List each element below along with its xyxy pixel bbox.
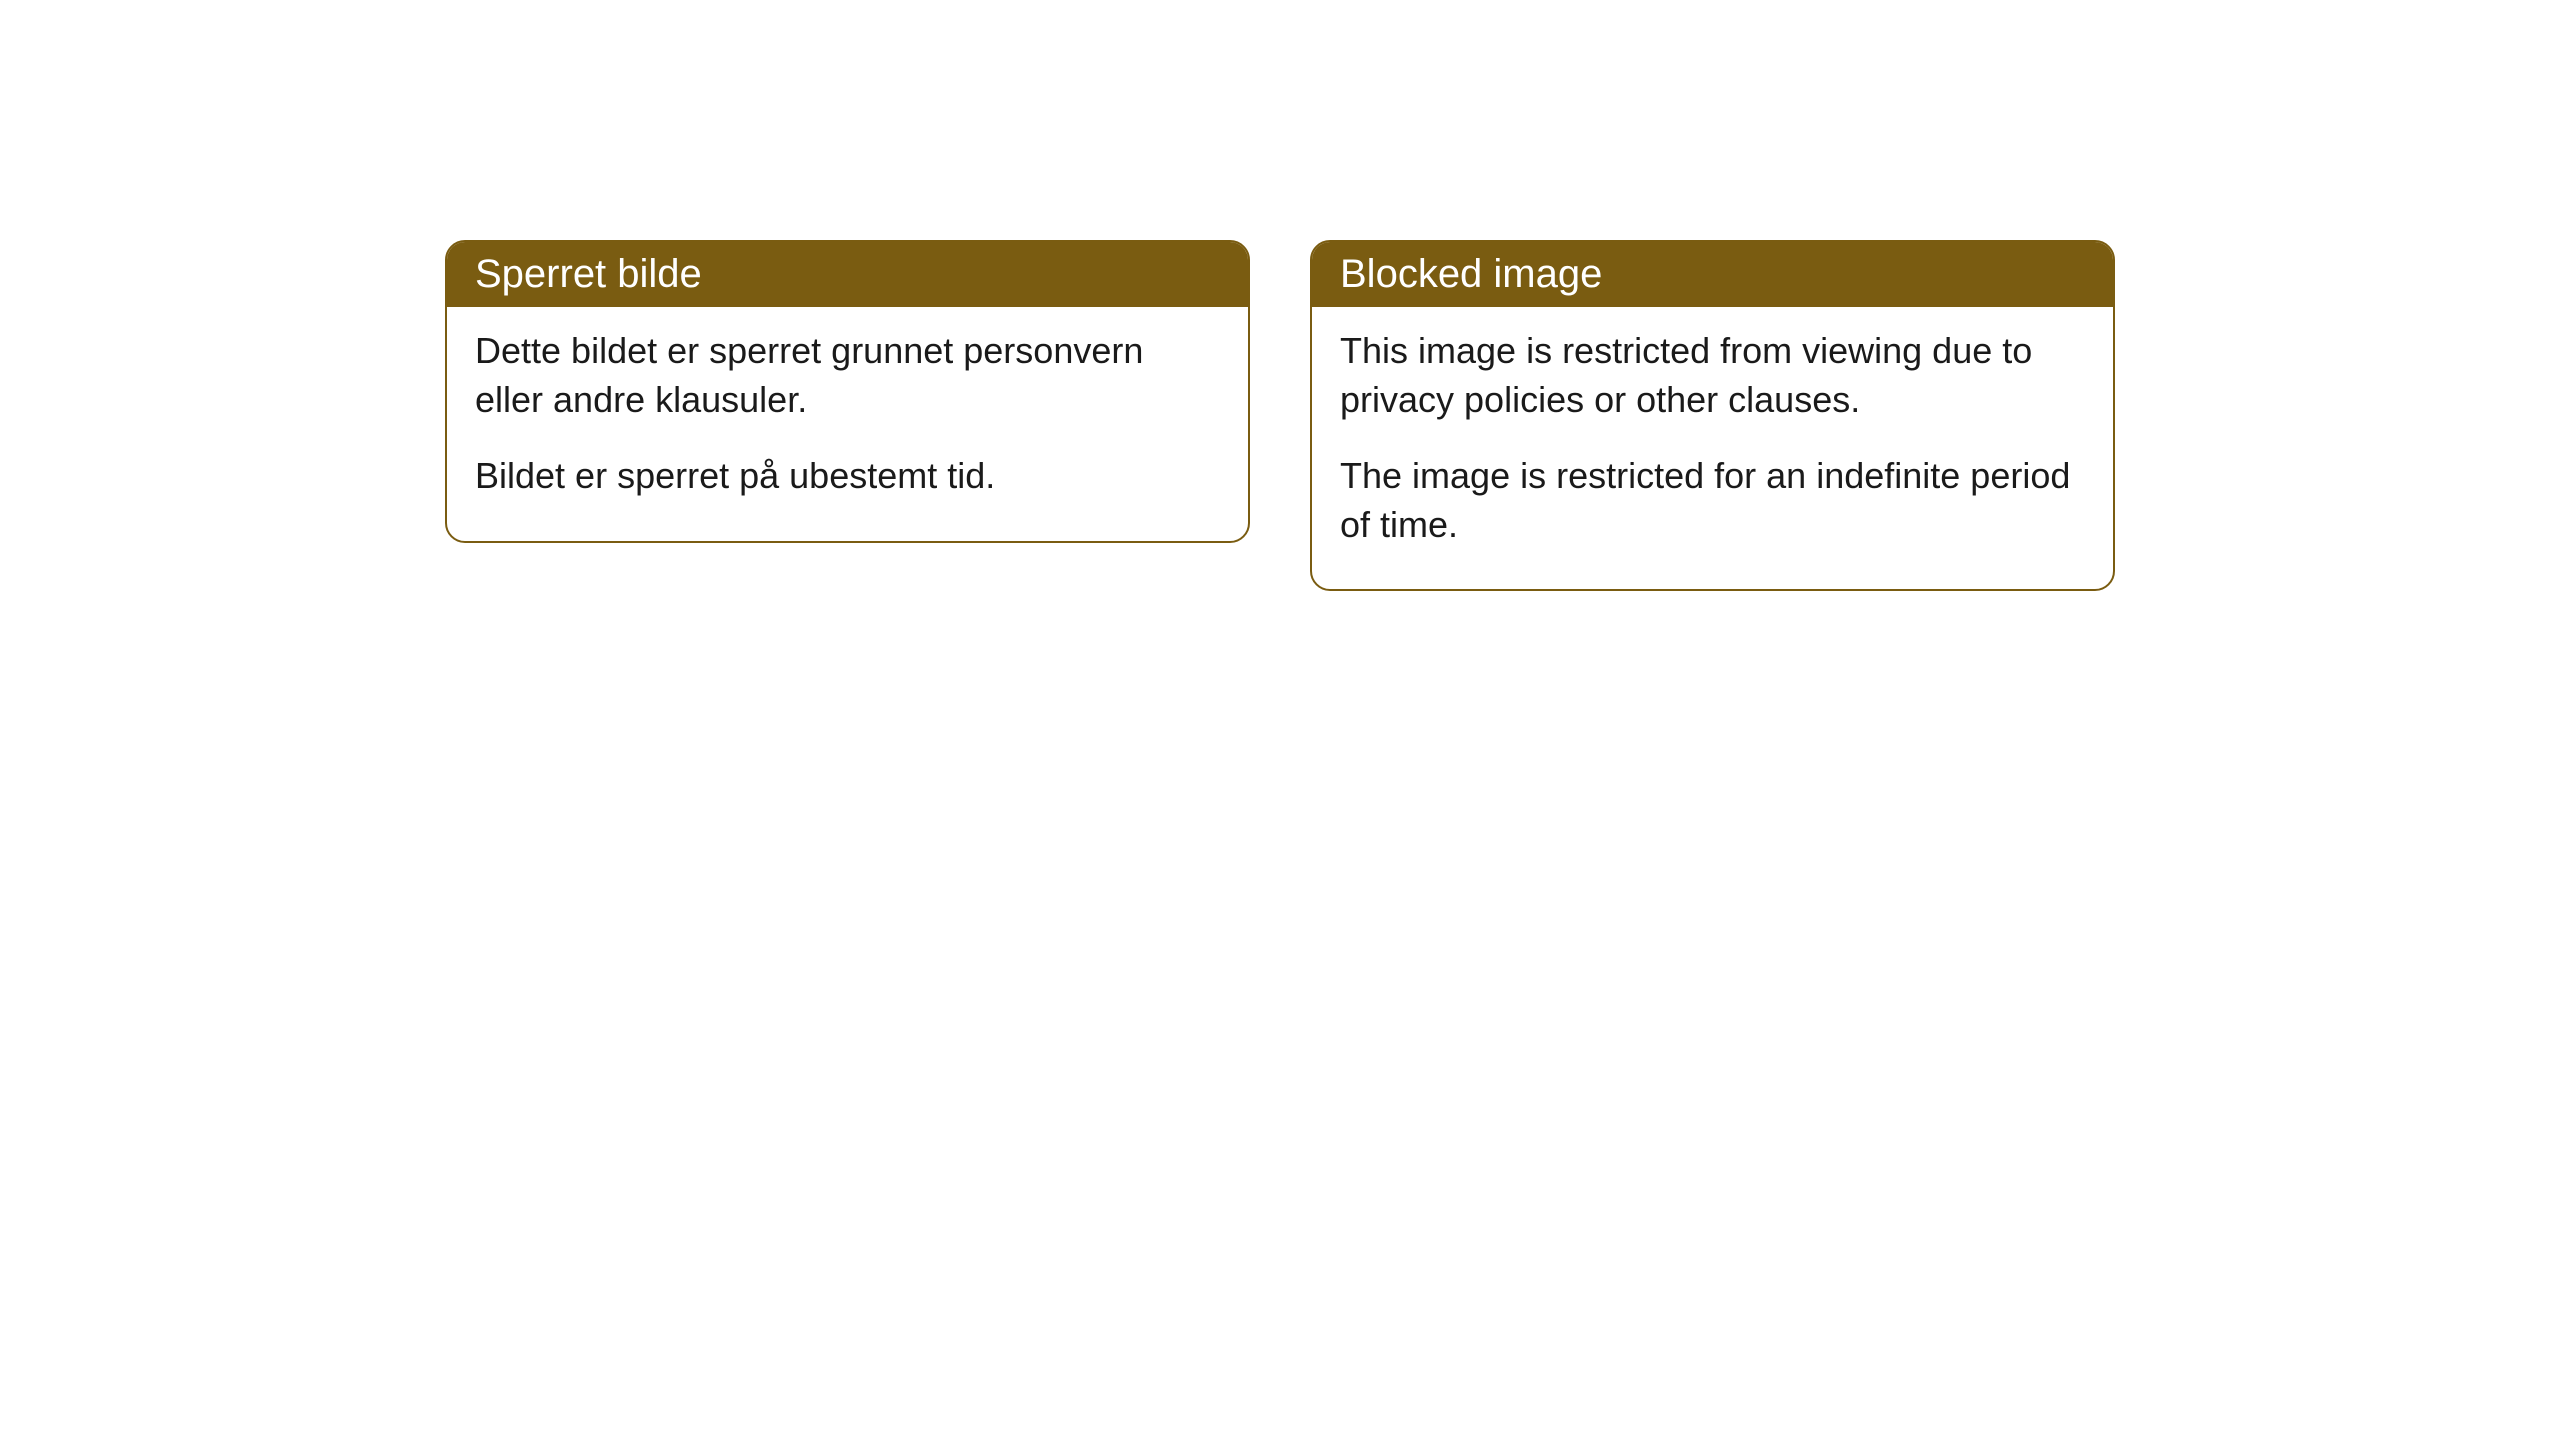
card-header-norwegian: Sperret bilde — [447, 242, 1248, 307]
card-paragraph-2-norwegian: Bildet er sperret på ubestemt tid. — [475, 452, 1220, 501]
card-header-english: Blocked image — [1312, 242, 2113, 307]
card-paragraph-1-english: This image is restricted from viewing du… — [1340, 327, 2085, 424]
cards-container: Sperret bilde Dette bildet er sperret gr… — [445, 240, 2115, 1440]
card-english: Blocked image This image is restricted f… — [1310, 240, 2115, 591]
card-body-norwegian: Dette bildet er sperret grunnet personve… — [447, 307, 1248, 541]
card-paragraph-2-english: The image is restricted for an indefinit… — [1340, 452, 2085, 549]
card-norwegian: Sperret bilde Dette bildet er sperret gr… — [445, 240, 1250, 543]
card-body-english: This image is restricted from viewing du… — [1312, 307, 2113, 589]
card-paragraph-1-norwegian: Dette bildet er sperret grunnet personve… — [475, 327, 1220, 424]
